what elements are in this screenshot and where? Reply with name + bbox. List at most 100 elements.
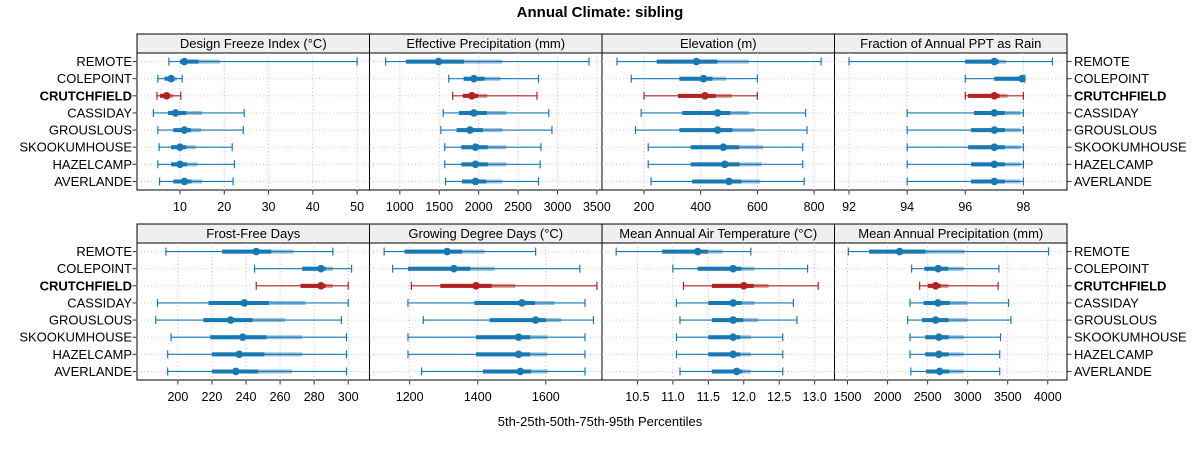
axis-tick-label: 12.0 — [732, 390, 756, 404]
panel-body — [136, 242, 370, 381]
median-dot — [450, 264, 458, 273]
axis-tick-label: 220 — [202, 390, 223, 404]
axis-tick-label: 1600 — [532, 390, 560, 404]
axis-tick-label: 260 — [270, 390, 291, 404]
median-dot — [471, 160, 480, 169]
median-dot — [934, 264, 942, 273]
percentile-row-grouslous — [679, 316, 798, 325]
percentile-row-hazelcamp — [647, 160, 804, 169]
station-label-left-hazelcamp: HAZELCAMP — [53, 347, 132, 362]
axis-tick-label: 13.0 — [802, 390, 826, 404]
station-label-left-averlande: AVERLANDE — [54, 174, 132, 189]
station-label-left-skookumhouse: SKOOKUMHOUSE — [19, 330, 132, 345]
percentile-row-averlande — [167, 367, 348, 376]
axis-tick-label: 2000 — [465, 200, 493, 214]
percentile-row-hazelcamp — [675, 350, 784, 359]
median-dot — [990, 92, 999, 100]
station-label-right-cassiday: CASSIDAY — [1074, 105, 1139, 120]
station-label-left-remote: REMOTE — [76, 54, 132, 69]
station-label-left-remote: REMOTE — [76, 244, 132, 259]
percentile-row-colepoint — [253, 264, 353, 273]
x-axis-caption: 5th-25th-50th-75th-95th Percentiles — [497, 414, 703, 429]
station-label-left-colepoint: COLEPOINT — [57, 261, 132, 276]
station-label-right-skookumhouse: SKOOKUMHOUSE — [1074, 140, 1187, 155]
median-dot — [935, 333, 943, 341]
axis-tick-label: 1400 — [464, 390, 492, 404]
percentile-row-remote — [615, 247, 752, 256]
median-dot — [729, 333, 737, 341]
axis-tick-label: 240 — [236, 390, 257, 404]
percentile-row-crutchfield — [682, 281, 819, 290]
axis-tick-label: 800 — [804, 200, 825, 214]
panel-body — [601, 242, 835, 381]
percentile-row-averlande — [158, 177, 234, 186]
percentile-row-cassiday — [909, 298, 1010, 307]
station-label-left-crutchfield: CRUTCHFIELD — [40, 278, 132, 293]
percentile-row-remote — [168, 57, 358, 66]
station-label-left-grouslous: GROUSLOUS — [49, 123, 132, 138]
station-label-right-cassiday: CASSIDAY — [1074, 295, 1139, 310]
axis-tick-label: 10.5 — [625, 390, 649, 404]
panel-mean-annual-precipitation-mm: Mean Annual Precipitation (mm) 1500 2000 25… — [834, 223, 1068, 404]
panel-body — [834, 242, 1068, 381]
station-label-right-remote: REMOTE — [1074, 244, 1130, 259]
percentile-row-averlande — [906, 177, 1025, 186]
axis-tick-label: 3500 — [583, 200, 611, 214]
axis-tick-label: 50 — [350, 200, 364, 214]
station-label-right-colepoint: COLEPOINT — [1074, 71, 1149, 86]
percentile-row-remote — [165, 247, 334, 256]
percentile-row-colepoint — [964, 74, 1026, 83]
axis-tick-label: 20 — [217, 200, 231, 214]
percentile-row-skookumhouse — [909, 333, 1002, 342]
median-dot — [1018, 74, 1026, 83]
percentile-row-skookumhouse — [158, 143, 233, 152]
median-dot — [471, 177, 480, 186]
panel-body — [136, 52, 370, 191]
median-dot — [729, 350, 737, 359]
station-label-right-crutchfield: CRUTCHFIELD — [1074, 278, 1166, 293]
panel-body — [834, 52, 1068, 191]
median-dot — [171, 109, 180, 117]
percentile-row-cassiday — [407, 298, 586, 307]
percentile-row-grouslous — [422, 316, 595, 325]
percentile-row-cassiday — [156, 298, 349, 307]
panel-body — [601, 52, 835, 191]
median-dot — [990, 177, 999, 186]
station-label-left-skookumhouse: SKOOKUMHOUSE — [19, 140, 132, 155]
median-dot — [514, 333, 523, 341]
percentile-row-hazelcamp — [909, 350, 1001, 359]
axis-tick-label: 3500 — [994, 390, 1022, 404]
median-dot — [162, 92, 171, 100]
median-dot — [720, 160, 729, 169]
percentile-row-cassiday — [675, 298, 794, 307]
panel-elevation-m: Elevation (m) 200 400 600 800 — [601, 33, 835, 214]
percentile-row-remote — [848, 57, 1054, 66]
station-label-right-hazelcamp: HAZELCAMP — [1074, 347, 1153, 362]
median-dot — [238, 333, 247, 341]
median-dot — [434, 57, 443, 66]
axis-tick-label: 11.5 — [697, 390, 720, 404]
axis-tick-label: 3000 — [544, 200, 572, 214]
station-label-left-colepoint: COLEPOINT — [57, 71, 132, 86]
percentile-row-hazelcamp — [157, 160, 236, 169]
median-dot — [167, 74, 175, 83]
axis-tick-label: 92 — [842, 200, 856, 214]
panel-strip-title: Frost-Free Days — [206, 226, 300, 241]
station-label-left-hazelcamp: HAZELCAMP — [53, 157, 132, 172]
percentile-row-crutchfield — [643, 91, 758, 100]
axis-tick-label: 300 — [338, 390, 359, 404]
percentile-row-colepoint — [448, 74, 540, 83]
axis-tick-label: 1500 — [834, 390, 862, 404]
median-dot — [516, 367, 525, 376]
percentile-row-cassiday — [906, 108, 1025, 117]
median-dot — [468, 92, 476, 100]
percentile-row-colepoint — [392, 264, 581, 273]
percentile-row-skookumhouse — [647, 143, 804, 152]
station-label-right-grouslous: GROUSLOUS — [1074, 313, 1157, 328]
percentile-row-averlande — [910, 367, 1001, 376]
percentile-row-remote — [847, 247, 1050, 256]
median-dot — [935, 350, 943, 359]
median-dot — [990, 126, 999, 134]
median-dot — [990, 160, 999, 169]
